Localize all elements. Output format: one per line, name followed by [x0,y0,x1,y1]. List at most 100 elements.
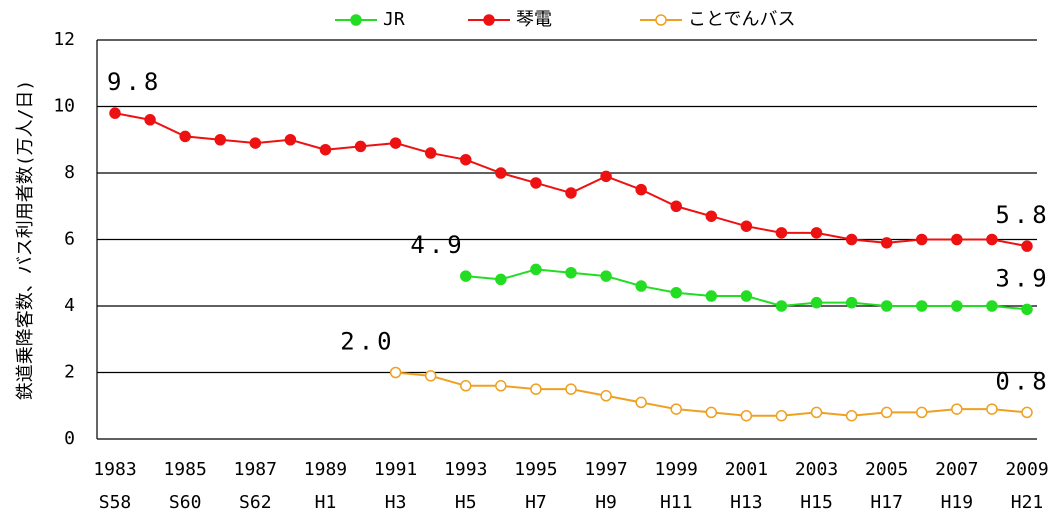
legend-marker [483,14,495,26]
data-point [775,409,788,422]
data-point [635,183,647,196]
data-point [1021,303,1033,316]
x-tick-label: 2003 [795,459,838,480]
y-tick-label: 8 [64,162,75,183]
data-label: 2.0 [340,328,395,356]
data-point [1021,406,1033,419]
series-line [114,112,1028,248]
data-point [389,137,402,149]
data-point [951,403,963,415]
data-point [705,406,718,419]
x-era-label: S58 [99,492,132,513]
x-era-label: H19 [941,492,974,513]
data-label: 4.9 [410,231,465,259]
data-point [460,380,472,392]
x-era-label: H13 [730,492,763,513]
data-point [986,300,998,312]
x-tick-label: 1989 [304,459,347,480]
x-tick-label: 1985 [163,459,206,480]
data-point [635,280,647,292]
x-tick-label: 1999 [655,459,698,480]
data-point [565,267,577,279]
data-point [600,270,612,282]
data-point [775,227,788,239]
y-axis-label: 鉄道乗降客数、バス利用者数(万人/日) [15,80,36,401]
data-point [951,233,963,246]
data-point [389,366,402,379]
data-point [916,406,928,419]
data-point [670,403,682,415]
data-point [810,296,823,309]
data-point [705,210,718,222]
data-point [214,134,226,146]
x-tick-label: 2007 [935,459,978,480]
data-point [845,409,858,422]
data-point [1021,240,1033,252]
legend-label: 琴電 [516,9,552,30]
x-era-label: H17 [870,492,903,513]
data-point [144,114,156,126]
x-era-label: S62 [239,492,272,513]
y-tick-label: 4 [64,295,75,316]
y-tick-label: 6 [64,229,75,250]
data-label: 5.8 [995,201,1050,229]
data-point [670,286,682,299]
x-tick-label: 1997 [584,459,627,480]
x-era-label: H7 [525,492,547,513]
data-point [319,143,332,156]
data-point [424,147,437,159]
data-point [810,227,823,239]
data-point [495,380,507,392]
x-tick-label: 1991 [374,459,417,480]
data-point [249,137,262,149]
data-point [354,140,367,153]
data-point [495,273,507,286]
data-label: 0.8 [995,367,1050,395]
x-era-label: H9 [595,492,617,513]
data-point [530,263,542,276]
data-point [284,134,297,146]
data-point [424,370,437,382]
data-point [740,220,753,232]
data-point [986,233,998,246]
data-point [635,396,647,409]
data-point [460,153,472,166]
y-tick-label: 2 [64,362,75,383]
data-point [845,296,858,309]
x-tick-label: 1983 [93,459,136,480]
data-point [880,237,893,249]
data-point [740,290,753,302]
data-point [775,300,788,312]
series-line [465,268,1028,311]
x-era-label: H3 [385,492,407,513]
data-label: 9.8 [107,68,162,96]
x-era-label: S60 [169,492,202,513]
data-point [670,200,682,212]
data-point [600,390,612,402]
data-point [109,107,121,119]
data-point [986,403,998,415]
x-tick-label: 1987 [234,459,277,480]
legend-label: ことでんバス [688,9,795,30]
data-point [705,290,718,302]
x-tick-label: 2005 [865,459,908,480]
legend-marker [350,14,362,26]
data-point [565,187,577,199]
x-tick-label: 2009 [1005,459,1048,480]
y-tick-label: 12 [53,29,75,50]
data-point [565,383,577,395]
data-point [179,130,191,143]
x-era-label: H21 [1011,492,1044,513]
data-point [916,300,928,312]
legend-marker [655,14,667,26]
x-tick-label: 2001 [725,459,768,480]
data-point [600,170,612,183]
data-point [951,300,963,312]
data-point [740,409,753,422]
data-point [460,270,472,282]
x-tick-label: 1993 [444,459,487,480]
data-point [845,233,858,246]
x-era-label: H1 [315,492,337,513]
y-tick-label: 10 [53,96,75,117]
x-era-label: H11 [660,492,693,513]
